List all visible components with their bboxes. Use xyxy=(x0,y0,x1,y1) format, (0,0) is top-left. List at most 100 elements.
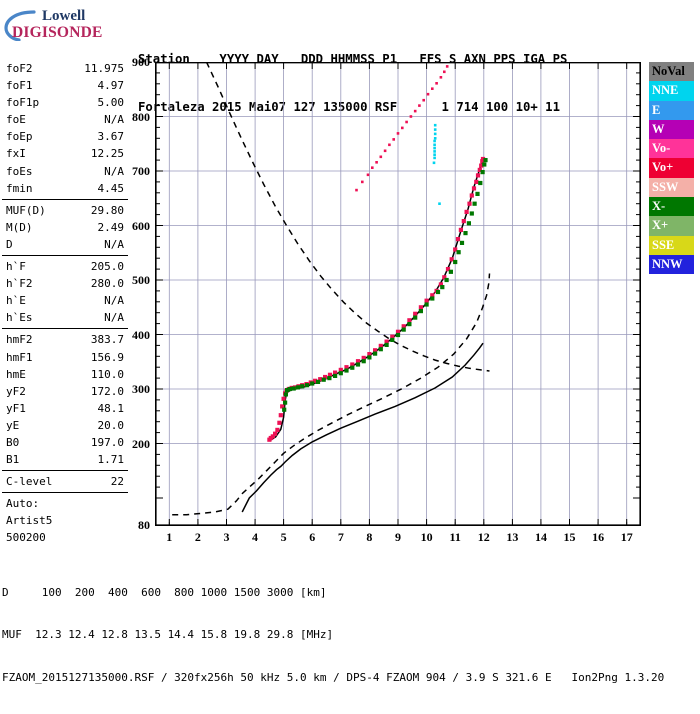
parameter-key: h`Es xyxy=(6,311,33,325)
x-axis-tick-label: 16 xyxy=(592,530,605,544)
echo-point xyxy=(407,318,412,323)
parameter-value: 110.0 xyxy=(90,367,124,381)
echo-point xyxy=(323,374,328,380)
parameter-key: B0 xyxy=(6,435,20,449)
logo-digisonde-text: DIGISONDE xyxy=(12,24,103,41)
echo-point xyxy=(392,138,395,141)
echo-point xyxy=(469,193,474,198)
y-axis-bottom-tick-label: 80 xyxy=(138,518,150,532)
parameter-key: foF1p xyxy=(6,96,40,110)
y-axis-tick-label: 500 xyxy=(132,273,150,287)
echo-point xyxy=(433,150,436,153)
echo-point xyxy=(438,282,443,287)
echo-point xyxy=(475,173,481,178)
echo-point xyxy=(433,123,437,127)
echo-point xyxy=(327,372,333,377)
x-axis-tick-label: 4 xyxy=(252,530,259,544)
parameter-key: yF1 xyxy=(6,401,26,415)
echo-point xyxy=(456,250,461,255)
parameter-key: M(D) xyxy=(6,220,33,234)
legend-item-w[interactable]: W xyxy=(649,119,694,140)
echo-point xyxy=(361,180,364,184)
x-axis-tick-label: 11 xyxy=(449,530,461,544)
echo-point xyxy=(472,201,477,206)
echo-point xyxy=(281,396,286,401)
echo-point xyxy=(371,166,374,169)
parameter-key: B1 xyxy=(6,453,20,467)
echo-point xyxy=(464,209,469,214)
echo-point xyxy=(471,186,477,191)
echo-point xyxy=(283,392,288,397)
echo-point xyxy=(466,221,471,226)
echo-point xyxy=(424,298,429,303)
echo-point xyxy=(430,296,435,301)
legend-item-noval[interactable]: NoVal xyxy=(649,62,694,82)
legend-item-nne[interactable]: NNE xyxy=(649,81,694,101)
curve-electron-density-ne-profile xyxy=(241,342,484,513)
echo-point xyxy=(273,431,278,436)
parameter-row: hmF2 383.7 xyxy=(2,331,128,348)
echo-point xyxy=(373,348,378,353)
parameter-value: 1.71 xyxy=(97,453,125,467)
x-axis-tick-label: 5 xyxy=(280,530,287,544)
echo-point xyxy=(480,170,485,175)
parameter-row: fmin 4.45 xyxy=(2,180,128,197)
x-axis-tick-label: 3 xyxy=(223,530,230,544)
x-axis-tick-label: 1 xyxy=(166,530,173,544)
echo-point xyxy=(405,120,408,124)
footer-distance-row: D 100 200 400 600 800 1000 1500 3000 [km… xyxy=(2,585,327,599)
parameter-group: foF2 11.975 foF1 4.97 foF1p 5.00 foE N/A foEp 3.6… xyxy=(2,60,128,200)
legend-item-x[interactable]: X+ xyxy=(649,216,694,236)
series-vertical-spread-echo-cluster xyxy=(432,123,441,205)
legend-item-vo[interactable]: Vo- xyxy=(649,139,694,159)
parameter-row: h`E N/A xyxy=(2,292,128,309)
parameter-key: C-level xyxy=(6,475,53,489)
echo-point xyxy=(283,400,288,405)
y-axis-tick-label: 700 xyxy=(132,164,150,178)
echo-point xyxy=(463,231,468,236)
parameter-row: foF1p 5.00 xyxy=(2,94,128,111)
curve-lower-dashed-e-region-h-e-curve xyxy=(172,273,491,516)
parameter-value: 48.1 xyxy=(97,401,125,415)
parameter-row: h`F2 280.0 xyxy=(2,275,128,292)
echo-point xyxy=(373,351,378,356)
legend-item-ssw[interactable]: SSW xyxy=(649,177,694,198)
echo-point xyxy=(432,161,436,165)
parameter-key: foF2 xyxy=(6,62,33,75)
parameter-value: N/A xyxy=(104,164,124,178)
parameter-value: 156.9 xyxy=(90,350,124,364)
y-axis-tick-label: 400 xyxy=(132,327,150,342)
echo-point xyxy=(483,158,488,163)
echo-point xyxy=(433,156,436,160)
curve-muf-oblique-sounding-dashed-curve-descending xyxy=(205,62,490,372)
y-axis-tick-label: 800 xyxy=(132,109,150,124)
echo-point xyxy=(438,202,441,205)
echo-point xyxy=(435,289,441,295)
echo-point xyxy=(355,359,361,364)
parameter-row: MUF(D) 29.80 xyxy=(2,202,128,219)
x-axis-tick-label: 17 xyxy=(620,530,633,544)
footer-info: D 100 200 400 600 800 1000 1500 3000 [km… xyxy=(2,557,664,714)
auto-info-line: 500200 xyxy=(2,529,128,546)
echo-point xyxy=(355,188,358,192)
parameter-key: hmE xyxy=(6,367,26,381)
echo-point xyxy=(461,219,466,224)
echo-point xyxy=(439,76,443,79)
echo-point xyxy=(478,180,483,186)
parameter-key: foEp xyxy=(6,130,33,144)
legend-item-e[interactable]: E xyxy=(649,100,694,120)
legend-item-x[interactable]: X- xyxy=(649,197,694,217)
echo-point xyxy=(355,362,361,367)
echo-point xyxy=(390,337,395,342)
legend-item-vo[interactable]: Vo+ xyxy=(649,158,694,178)
legend-item-nnw[interactable]: NNW xyxy=(649,254,694,275)
echo-point xyxy=(401,324,406,329)
parameter-value: 4.45 xyxy=(97,181,125,195)
parameter-key: yE xyxy=(6,418,20,432)
legend-item-sse[interactable]: SSE xyxy=(649,235,694,255)
plot-gridlines xyxy=(155,62,641,526)
echo-point xyxy=(366,173,370,177)
ionogram-page: Lowell DIGISONDE Station YYYY DAY DDD HH… xyxy=(2,8,694,684)
echo-point xyxy=(480,159,485,164)
parameter-group: hmF2 383.7 hmF1 156.9 hmE 110.0 yF2 172.0 yF1 48.… xyxy=(2,331,128,472)
